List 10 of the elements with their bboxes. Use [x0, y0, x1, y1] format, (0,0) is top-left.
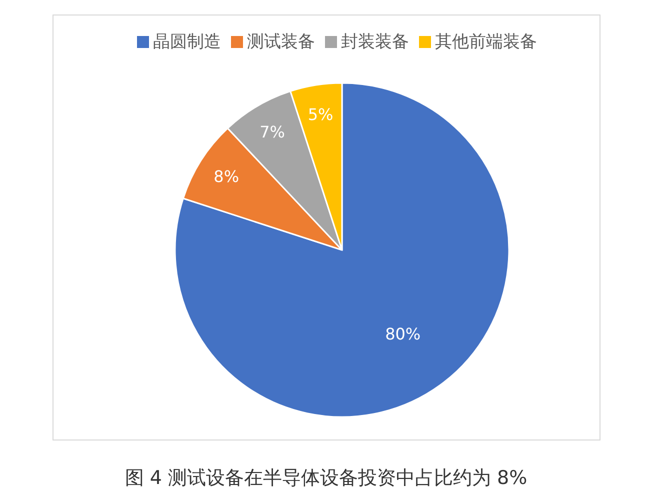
data-label: 8% [214, 167, 240, 186]
caption: 图 4 测试设备在半导体设备投资中占比约为 8% [124, 467, 528, 489]
data-label: 7% [260, 122, 285, 142]
legend-label: 晶圆制造 [153, 32, 221, 52]
legend-label: 封装装备 [341, 32, 409, 52]
data-label: 80% [385, 324, 421, 344]
legend-label: 其他前端装备 [435, 32, 537, 52]
data-label: 5% [308, 105, 334, 124]
pie-slice [174, 82, 510, 418]
legend-label: 测试装备 [247, 32, 315, 52]
